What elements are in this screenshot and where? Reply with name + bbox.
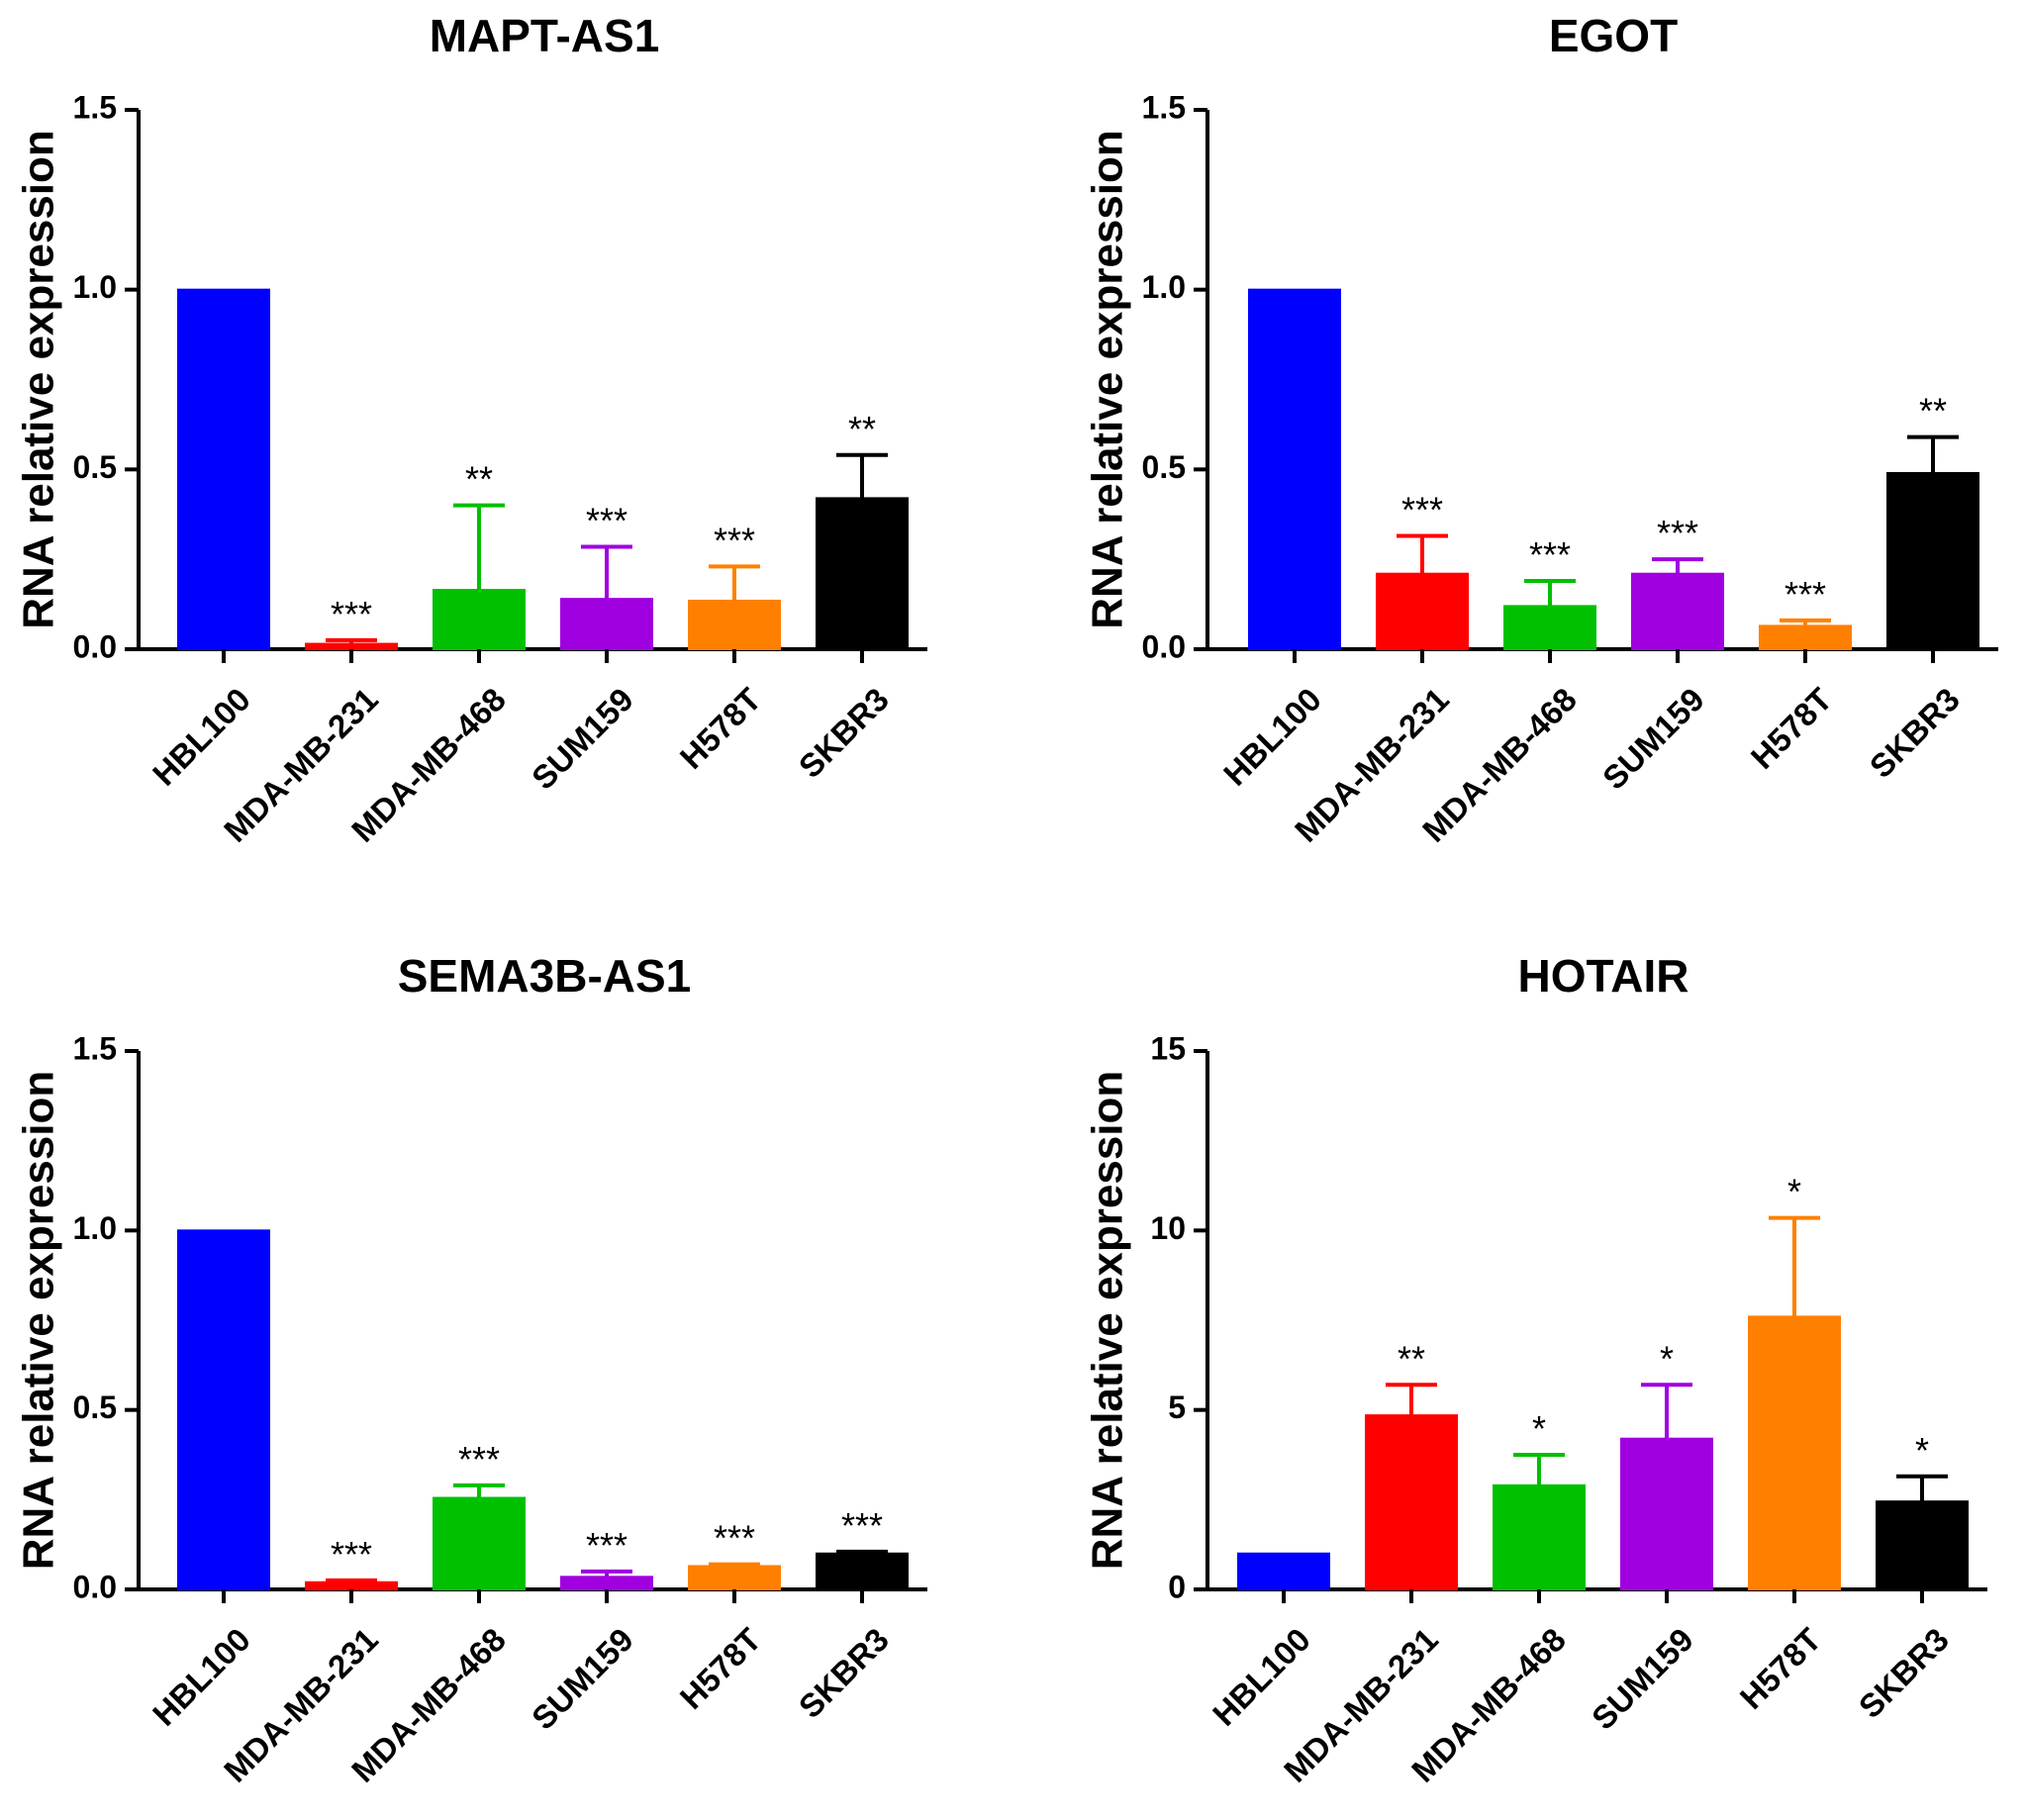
bar-mda-mb-468 <box>433 589 526 650</box>
bar-h578t <box>1748 1315 1841 1590</box>
significance-label-h578t: *** <box>714 520 755 560</box>
y-axis-label: RNA relative expression <box>15 1071 63 1571</box>
x-tick-label-hbl100: HBL100 <box>145 1621 257 1733</box>
x-tick-label-skbr3: SKBR3 <box>1852 1621 1956 1725</box>
chart-title: EGOT <box>1549 10 1678 61</box>
bar-skbr3 <box>816 497 909 650</box>
x-tick-label-skbr3: SKBR3 <box>1863 681 1967 785</box>
y-tick-label: 5 <box>1168 1389 1186 1425</box>
y-tick-label: 15 <box>1150 1030 1186 1066</box>
chart-title: MAPT-AS1 <box>430 10 660 61</box>
x-tick-label-sum159: SUM159 <box>1595 681 1711 797</box>
bar-mda-mb-231 <box>1365 1414 1458 1591</box>
y-tick-label: 0.5 <box>73 1389 117 1425</box>
bar-skbr3 <box>1886 471 1979 651</box>
chart-panel-mapt-as1: MAPT-AS1 RNA relative expression 0.0 0.5 1.0… <box>15 10 927 849</box>
significance-label-mda-mb-231: ** <box>1398 1338 1425 1379</box>
y-tick-label: 1.0 <box>73 269 117 305</box>
significance-label-skbr3: * <box>1915 1430 1929 1471</box>
x-tick-label-h578t: H578T <box>1744 681 1839 776</box>
significance-label-mda-mb-231: *** <box>331 594 372 634</box>
bar-mda-mb-468 <box>1493 1484 1586 1590</box>
x-tick-label-sum159: SUM159 <box>1585 1621 1700 1737</box>
significance-label-mda-mb-231: *** <box>331 1534 372 1575</box>
y-axis-label: RNA relative expression <box>1084 130 1132 629</box>
x-tick-label-h578t: H578T <box>673 1621 768 1716</box>
y-tick-label: 0.0 <box>73 1569 117 1604</box>
bar-sum159 <box>1631 572 1724 651</box>
chart-panel-egot: EGOT RNA relative expression 0.0 0.5 1.0 1.5 H… <box>1084 10 1998 849</box>
significance-label-mda-mb-468: ** <box>465 459 493 500</box>
chart-title: SEMA3B-AS1 <box>398 950 692 1002</box>
y-tick-label: 0.0 <box>1142 628 1186 664</box>
x-tick-label-h578t: H578T <box>1733 1621 1828 1716</box>
bar-h578t <box>1759 624 1852 651</box>
bar-sum159 <box>1620 1437 1713 1591</box>
bar-skbr3 <box>1876 1500 1969 1590</box>
y-tick-label: 1.5 <box>73 89 117 125</box>
bar-hbl100 <box>1248 288 1341 650</box>
y-tick-label: 0 <box>1168 1569 1186 1604</box>
x-tick-label-sum159: SUM159 <box>525 681 640 797</box>
x-tick-label-skbr3: SKBR3 <box>792 681 896 785</box>
bar-mda-mb-468 <box>1503 605 1596 651</box>
bar-mda-mb-231 <box>305 1581 398 1591</box>
bar-h578t <box>688 599 781 651</box>
chart-title: HOTAIR <box>1518 950 1689 1002</box>
y-tick-label: 1.5 <box>73 1030 117 1066</box>
significance-label-mda-mb-468: * <box>1532 1408 1546 1449</box>
y-tick-label: 0.5 <box>73 449 117 485</box>
bar-mda-mb-231 <box>1376 572 1469 651</box>
significance-label-h578t: * <box>1787 1172 1801 1212</box>
bar-h578t <box>688 1565 781 1590</box>
bar-hbl100 <box>177 1229 270 1591</box>
significance-label-sum159: *** <box>586 1525 627 1566</box>
x-tick-label-skbr3: SKBR3 <box>792 1621 896 1725</box>
x-tick-label-hbl100: HBL100 <box>1206 1621 1317 1733</box>
bar-mda-mb-468 <box>433 1496 526 1591</box>
significance-label-skbr3: ** <box>848 409 876 449</box>
y-tick-label: 0.0 <box>73 628 117 664</box>
significance-label-mda-mb-231: *** <box>1401 490 1443 530</box>
significance-label-h578t: *** <box>714 1518 755 1559</box>
y-tick-label: 1.5 <box>1142 89 1186 125</box>
x-tick-label-hbl100: HBL100 <box>145 681 257 793</box>
significance-label-skbr3: ** <box>1919 391 1947 431</box>
bar-mda-mb-231 <box>305 642 398 650</box>
x-tick-label-h578t: H578T <box>673 681 768 776</box>
y-tick-label: 0.5 <box>1142 449 1186 485</box>
significance-label-sum159: * <box>1660 1338 1674 1379</box>
x-tick-label-sum159: SUM159 <box>525 1621 640 1737</box>
y-axis-label: RNA relative expression <box>1084 1071 1132 1571</box>
significance-label-h578t: *** <box>1785 574 1826 615</box>
significance-label-skbr3: *** <box>841 1505 883 1546</box>
x-tick-label-hbl100: HBL100 <box>1216 681 1328 793</box>
bar-sum159 <box>560 1576 653 1590</box>
significance-label-mda-mb-468: *** <box>1529 534 1571 575</box>
bar-sum159 <box>560 598 653 651</box>
y-axis-label: RNA relative expression <box>15 130 63 629</box>
y-tick-label: 1.0 <box>1142 269 1186 305</box>
significance-label-sum159: *** <box>1657 513 1698 553</box>
significance-label-sum159: *** <box>586 500 627 540</box>
significance-label-mda-mb-468: *** <box>458 1439 500 1480</box>
bar-hbl100 <box>177 288 270 650</box>
chart-panel-hotair: HOTAIR RNA relative expression 0 5 10 15 HBL10… <box>1084 950 1987 1789</box>
bar-hbl100 <box>1237 1552 1330 1590</box>
y-tick-label: 10 <box>1150 1210 1186 1246</box>
y-tick-label: 1.0 <box>73 1210 117 1246</box>
chart-panel-sema3b-as1: SEMA3B-AS1 RNA relative expression 0.0 0.5 1… <box>15 950 927 1789</box>
bar-skbr3 <box>816 1552 909 1590</box>
